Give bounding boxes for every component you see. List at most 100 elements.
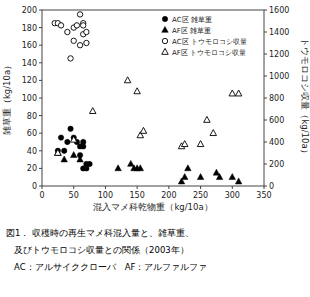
point [235,90,241,96]
series [55,126,92,171]
y2-tick [264,120,267,121]
legend-label: AF区 雑草重 [172,27,211,35]
point [81,139,86,144]
x-axis: 050100150200250300350混入マメ科乾物重（kg/10a） [39,186,271,212]
y-tick-label: 140 [22,59,37,68]
x-tick-label: 200 [161,191,176,200]
y-tick [39,62,42,63]
y-tick [39,45,42,46]
y2-tick-label: 1200 [269,50,289,59]
point [229,174,235,180]
chart: 050100150200250300350混入マメ科乾物重（kg/10a）020… [0,0,310,297]
series [52,12,89,61]
point [81,23,86,28]
x-tick [73,186,74,189]
y-tick [39,150,42,151]
point [197,174,203,180]
point [68,126,73,131]
point [61,148,66,153]
legend-label: AF区 トウモロコシ収量 [172,49,246,57]
y2-axis: 02004006008001000120014001600トウモロコシ収量（kg… [264,6,310,191]
point [84,40,89,45]
point [68,56,73,61]
caption: 図1． 収穫時の再生マメ科混入量と、雑草重、 [6,228,194,238]
legend: AC区 雑草重 AF区 雑草重 AC区 トウモロコシ収量 AF区 トウモロコシ収量 [162,16,247,57]
point [181,174,187,180]
y2-tick [264,186,267,187]
y2-axis-label: トウモロコシ収量（kg/10a） [300,38,310,157]
y2-tick [264,76,267,77]
point [128,160,134,166]
x-tick [200,186,201,189]
y-tick-label: 60 [27,129,37,138]
y2-tick [264,142,267,143]
y2-tick-label: 400 [269,138,284,147]
x-axis-label: 混入マメ科乾物重（kg/10a） [93,202,212,212]
y-tick-label: 180 [22,24,37,33]
x-tick [105,186,106,189]
y-tick [39,186,42,187]
y2-tick-label: 200 [269,160,284,169]
point [235,178,241,184]
y2-tick-label: 600 [269,116,284,125]
y2-tick [264,32,267,33]
point [77,43,82,48]
y2-tick [264,10,267,11]
y-tick-label: 120 [22,76,37,85]
point [204,116,210,122]
y2-tick [264,98,267,99]
y-tick [39,10,42,11]
legend-marker [162,38,167,43]
y2-tick [264,54,267,55]
y-tick [39,133,42,134]
point [65,29,70,34]
series [55,77,242,156]
point [71,38,76,43]
point [65,139,70,144]
point [229,90,235,96]
point [181,141,187,147]
point [77,156,83,162]
y2-tick-label: 1600 [269,6,289,15]
y-tick [39,115,42,116]
point [137,165,143,171]
y2-tick-label: 800 [269,94,284,103]
legend-label: AC区 トウモロコシ収量 [172,38,247,46]
point [55,149,61,155]
y2-tick-label: 1000 [269,72,289,81]
x-tick-label: 50 [69,191,79,200]
point [210,130,216,136]
point [213,169,219,175]
point [140,127,146,133]
point [58,135,63,140]
y2-tick-label: 1400 [269,28,289,37]
y-tick-label: 80 [27,112,37,121]
x-tick [137,186,138,189]
y-tick-label: 20 [27,164,37,173]
x-tick-label: 350 [256,191,271,200]
point [84,29,89,34]
y-tick-label: 160 [22,41,37,50]
y-tick [39,168,42,169]
point [216,174,222,180]
y-tick-label: 200 [22,6,37,15]
y2-tick [264,164,267,165]
legend-label: AC区 雑草重 [172,16,212,24]
point [87,161,92,166]
y-axis: 020406080100120140160180200雑草重（kg/10a） [2,6,42,191]
point [61,156,67,162]
x-tick [168,186,169,189]
x-tick-label: 0 [39,191,44,200]
point [90,108,96,114]
point [124,77,130,83]
y-tick-label: 0 [32,182,37,191]
point [197,141,203,147]
point [185,165,191,171]
legend-marker [162,16,167,21]
legend-marker [162,26,168,32]
y-tick [39,98,42,99]
x-tick-label: 300 [225,191,240,200]
y-tick-label: 40 [27,147,37,156]
y-tick [39,27,42,28]
point [70,152,76,158]
